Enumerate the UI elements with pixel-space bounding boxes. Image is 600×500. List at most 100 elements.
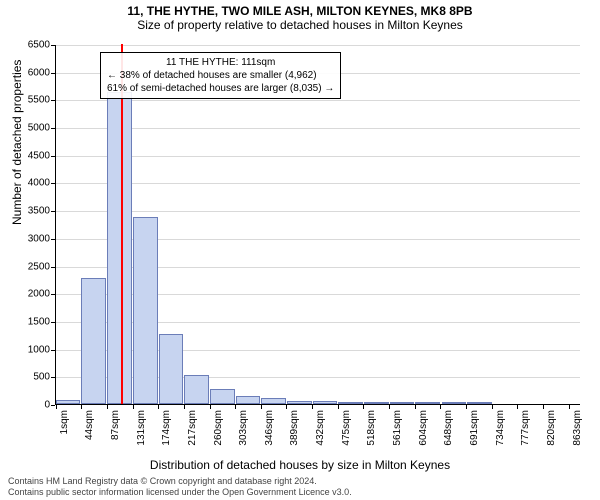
footer-line-1: Contains HM Land Registry data © Crown c…	[8, 476, 352, 487]
xtick-label: 303sqm	[238, 410, 249, 446]
xtick-label: 777sqm	[520, 410, 531, 446]
ytick-mark	[51, 377, 55, 378]
xtick-mark	[363, 405, 364, 409]
ytick-mark	[51, 239, 55, 240]
xtick-mark	[158, 405, 159, 409]
xtick-label: 475sqm	[341, 410, 352, 446]
xtick-mark	[415, 405, 416, 409]
gridline	[55, 45, 580, 46]
xtick-label: 1sqm	[59, 410, 70, 434]
histogram-bar	[261, 398, 286, 404]
xtick-label: 863sqm	[572, 410, 583, 446]
plot-area: 0500100015002000250030003500400045005000…	[55, 45, 580, 405]
histogram-bar	[442, 402, 467, 404]
ytick-label: 1500	[15, 316, 50, 327]
xtick-mark	[569, 405, 570, 409]
ytick-label: 6000	[15, 67, 50, 78]
xtick-mark	[210, 405, 211, 409]
ytick-mark	[51, 211, 55, 212]
chart-title: 11, THE HYTHE, TWO MILE ASH, MILTON KEYN…	[0, 0, 600, 18]
info-line-2: ← 38% of detached houses are smaller (4,…	[107, 69, 334, 82]
histogram-bar	[133, 217, 158, 404]
gridline	[55, 211, 580, 212]
xtick-label: 87sqm	[110, 410, 121, 440]
xtick-mark	[56, 405, 57, 409]
ytick-mark	[51, 405, 55, 406]
histogram-bar	[313, 401, 338, 404]
xtick-mark	[286, 405, 287, 409]
xtick-label: 604sqm	[418, 410, 429, 446]
ytick-mark	[51, 267, 55, 268]
xtick-label: 518sqm	[366, 410, 377, 446]
histogram-bar	[467, 402, 492, 404]
ytick-label: 3000	[15, 233, 50, 244]
ytick-label: 0	[15, 400, 50, 411]
ytick-label: 2500	[15, 261, 50, 272]
footer: Contains HM Land Registry data © Crown c…	[8, 476, 352, 498]
ytick-mark	[51, 350, 55, 351]
chart-subtitle: Size of property relative to detached ho…	[0, 18, 600, 36]
xtick-label: 691sqm	[469, 410, 480, 446]
xtick-label: 648sqm	[443, 410, 454, 446]
ytick-mark	[51, 45, 55, 46]
info-line-3: 61% of semi-detached houses are larger (…	[107, 82, 334, 95]
histogram-bar	[210, 389, 235, 404]
ytick-mark	[51, 73, 55, 74]
footer-line-2: Contains public sector information licen…	[8, 487, 352, 498]
ytick-label: 1000	[15, 344, 50, 355]
ytick-label: 5500	[15, 95, 50, 106]
info-box: 11 THE HYTHE: 111sqm ← 38% of detached h…	[100, 52, 341, 99]
y-axis-line	[55, 45, 56, 405]
xtick-label: 131sqm	[136, 410, 147, 446]
y-axis-label: Number of detached properties	[10, 60, 24, 225]
ytick-label: 2000	[15, 289, 50, 300]
xtick-label: 260sqm	[213, 410, 224, 446]
histogram-bar	[184, 375, 209, 404]
ytick-label: 3500	[15, 206, 50, 217]
ytick-mark	[51, 322, 55, 323]
ytick-label: 4500	[15, 150, 50, 161]
histogram-bar	[415, 402, 440, 404]
xtick-label: 561sqm	[392, 410, 403, 446]
gridline	[55, 183, 580, 184]
xtick-mark	[184, 405, 185, 409]
ytick-mark	[51, 100, 55, 101]
ytick-label: 5000	[15, 123, 50, 134]
xtick-mark	[107, 405, 108, 409]
ytick-label: 4000	[15, 178, 50, 189]
x-axis-label: Distribution of detached houses by size …	[0, 458, 600, 472]
ytick-label: 500	[15, 372, 50, 383]
ytick-mark	[51, 183, 55, 184]
xtick-mark	[440, 405, 441, 409]
histogram-bar	[364, 402, 389, 404]
xtick-label: 432sqm	[315, 410, 326, 446]
xtick-mark	[517, 405, 518, 409]
gridline	[55, 100, 580, 101]
gridline	[55, 156, 580, 157]
ytick-mark	[51, 294, 55, 295]
xtick-label: 734sqm	[495, 410, 506, 446]
histogram-bar	[390, 402, 415, 404]
histogram-bar	[56, 400, 81, 404]
histogram-bar	[287, 401, 312, 404]
info-line-1: 11 THE HYTHE: 111sqm	[107, 56, 334, 69]
chart-area: 0500100015002000250030003500400045005000…	[55, 45, 580, 405]
xtick-label: 389sqm	[289, 410, 300, 446]
ytick-mark	[51, 128, 55, 129]
xtick-mark	[261, 405, 262, 409]
xtick-label: 217sqm	[187, 410, 198, 446]
histogram-bar	[236, 396, 261, 404]
xtick-mark	[312, 405, 313, 409]
gridline	[55, 128, 580, 129]
xtick-mark	[235, 405, 236, 409]
xtick-mark	[543, 405, 544, 409]
histogram-bar	[338, 402, 363, 404]
histogram-bar	[159, 334, 184, 404]
xtick-label: 820sqm	[546, 410, 557, 446]
xtick-label: 346sqm	[264, 410, 275, 446]
xtick-mark	[492, 405, 493, 409]
xtick-mark	[133, 405, 134, 409]
histogram-bar	[81, 278, 106, 404]
ytick-label: 6500	[15, 40, 50, 51]
ytick-mark	[51, 156, 55, 157]
